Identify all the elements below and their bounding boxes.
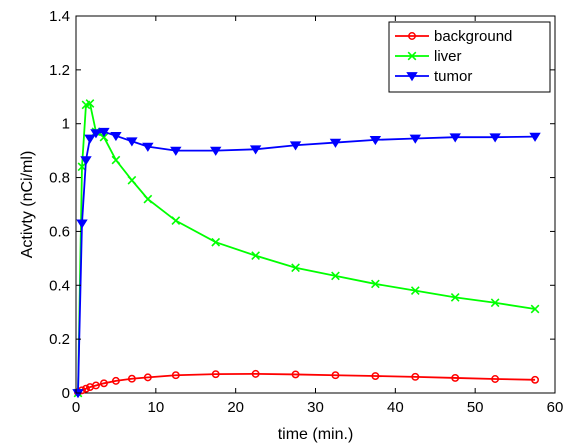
data-point-tumor xyxy=(110,131,122,142)
y-tick-label: 0 xyxy=(62,385,70,402)
data-point-liver xyxy=(211,237,221,247)
data-point-background xyxy=(99,379,108,388)
data-point-background xyxy=(143,373,152,382)
y-tick-label: 0.4 xyxy=(49,277,70,294)
legend-entry-liver: liver xyxy=(395,48,462,65)
data-point-background xyxy=(82,384,90,393)
y-tick-label: 0.6 xyxy=(49,223,70,240)
data-point-liver xyxy=(450,293,460,302)
y-tick-label: 0.2 xyxy=(49,331,70,348)
data-point-liver xyxy=(127,175,137,185)
data-point-tumor xyxy=(289,141,302,151)
data-point-background xyxy=(411,372,420,381)
series-layer xyxy=(72,99,541,399)
data-point-tumor xyxy=(529,132,541,142)
x-axis-label: time (min.) xyxy=(278,426,354,443)
legend-entry-background: background xyxy=(395,28,512,45)
x-tick-label: 60 xyxy=(547,399,564,416)
data-point-tumor xyxy=(249,145,262,155)
data-point-tumor xyxy=(170,146,182,156)
data-point-tumor xyxy=(409,134,421,144)
data-point-liver xyxy=(331,271,340,281)
data-point-tumor xyxy=(142,142,154,152)
data-point-liver xyxy=(410,286,420,296)
data-point-background xyxy=(291,370,300,379)
data-point-background xyxy=(211,370,220,379)
data-point-liver xyxy=(530,304,540,314)
series-line-background xyxy=(77,372,536,394)
data-point-tumor xyxy=(80,156,92,166)
x-tick-label: 40 xyxy=(387,399,404,416)
data-point-tumor xyxy=(126,137,138,147)
legend-marker xyxy=(408,32,416,40)
y-tick-label: 1.2 xyxy=(49,62,70,79)
legend-marker xyxy=(407,51,417,61)
x-tick-label: 20 xyxy=(227,399,244,416)
data-point-background xyxy=(92,381,100,390)
series-liver xyxy=(73,99,540,398)
data-point-liver xyxy=(171,216,181,226)
data-point-tumor xyxy=(84,134,96,144)
ticks-layer: 0 10 20 30 40 50 60 0 0.2 0.4 0.6 0.8 1 1.2 1.4 xyxy=(49,8,563,416)
data-point-tumor xyxy=(489,133,501,143)
data-point-background xyxy=(171,371,180,380)
data-point-background xyxy=(531,375,539,384)
data-point-background xyxy=(251,369,260,378)
legend-label: background xyxy=(434,28,512,45)
data-point-liver xyxy=(291,263,300,273)
data-point-background xyxy=(111,376,120,385)
y-axis-label: Activty (nCi/ml) xyxy=(19,151,36,259)
data-point-background xyxy=(331,371,340,380)
y-tick-label: 0.8 xyxy=(49,170,70,187)
data-point-liver xyxy=(143,194,153,204)
data-point-liver xyxy=(251,251,260,261)
x-tick-label: 0 xyxy=(72,399,80,416)
data-point-tumor xyxy=(98,127,110,138)
data-point-background xyxy=(451,373,460,382)
data-point-tumor xyxy=(210,146,222,156)
series-background xyxy=(74,369,539,397)
data-point-liver xyxy=(85,99,95,108)
legend-label: tumor xyxy=(434,68,472,85)
data-point-background xyxy=(371,372,380,380)
y-tick-label: 1.4 xyxy=(49,8,70,25)
legend-label: liver xyxy=(434,48,462,65)
data-point-tumor xyxy=(90,129,102,139)
y-tick-label: 1 xyxy=(62,116,70,133)
x-tick-label: 30 xyxy=(307,399,324,416)
legend: background liver tumor xyxy=(388,21,551,93)
x-tick-label: 50 xyxy=(467,399,484,416)
data-point-tumor xyxy=(329,138,342,148)
legend-box xyxy=(388,21,551,93)
data-point-liver xyxy=(99,132,109,142)
data-point-tumor xyxy=(369,136,382,146)
legend-entry-tumor: tumor xyxy=(395,68,472,85)
legend-marker xyxy=(406,72,418,82)
data-point-liver xyxy=(111,155,121,165)
data-point-background xyxy=(491,375,500,383)
data-point-background xyxy=(127,374,136,383)
data-point-liver xyxy=(371,279,380,289)
series-tumor xyxy=(72,127,541,399)
data-point-liver xyxy=(490,298,500,308)
data-point-tumor xyxy=(449,133,461,143)
x-tick-label: 10 xyxy=(147,399,164,416)
data-point-tumor xyxy=(76,219,88,229)
